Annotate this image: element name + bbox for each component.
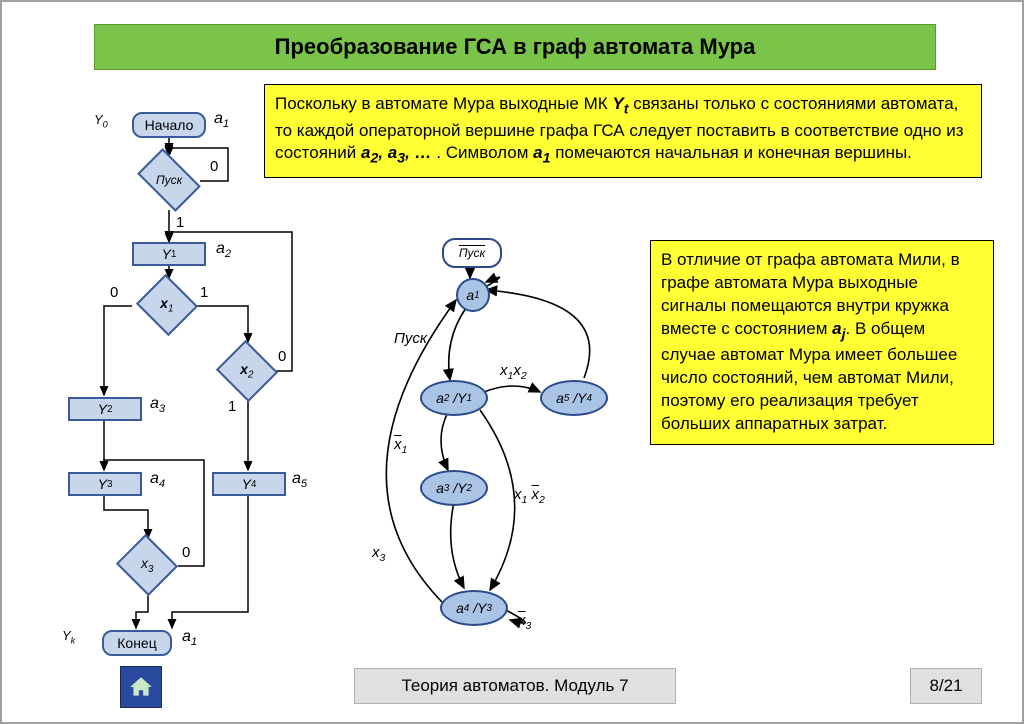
x2-0: 0 bbox=[278, 348, 286, 365]
process-y2: Y2 bbox=[68, 397, 142, 421]
node-a5: a5 /Y4 bbox=[540, 380, 608, 416]
a5-label: a5 bbox=[292, 470, 307, 490]
edge-label-x1bar: x1 bbox=[394, 436, 407, 456]
x2-1: 1 bbox=[228, 398, 236, 415]
node-pusk-bar: Пуск bbox=[442, 238, 502, 268]
note-right: В отличие от графа автомата Мили, в граф… bbox=[650, 240, 994, 445]
decision-x2: x2 bbox=[216, 340, 278, 402]
a1-label-top: a1 bbox=[214, 110, 229, 130]
decision-x3: x3 bbox=[116, 534, 178, 596]
note-top: Поскольку в автомате Мура выходные МК Yt… bbox=[264, 84, 982, 178]
page-title: Преобразование ГСА в граф автомата Мура bbox=[94, 24, 936, 70]
x3-0: 0 bbox=[182, 544, 190, 561]
footer-title: Теория автоматов. Модуль 7 bbox=[354, 668, 676, 704]
terminal-start: Начало bbox=[132, 112, 206, 138]
state-graph: Пуск a1 a2 /Y1 a5 /Y4 a3 /Y2 a4 /Y3 Пуск… bbox=[314, 230, 644, 660]
a1-label-bottom: a1 bbox=[182, 628, 197, 648]
yk-label: Yk bbox=[62, 628, 75, 646]
home-button[interactable] bbox=[120, 666, 162, 708]
process-y1: Y1 bbox=[132, 242, 206, 266]
edge-label-x3: x3 bbox=[372, 544, 385, 564]
x1-0: 0 bbox=[110, 284, 118, 301]
a3-label: a3 bbox=[150, 395, 165, 415]
node-a4: a4 /Y3 bbox=[440, 590, 508, 626]
edge-1: 1 bbox=[176, 214, 184, 231]
edge-label-x1x2bar: x1 x2 bbox=[514, 486, 545, 506]
process-y4: Y4 bbox=[212, 472, 286, 496]
node-a3: a3 /Y2 bbox=[420, 470, 488, 506]
process-y3: Y3 bbox=[68, 472, 142, 496]
decision-pusk: Пуск bbox=[137, 148, 201, 212]
edge-0: 0 bbox=[210, 158, 218, 175]
edge-label-x3bar: x3 bbox=[518, 612, 531, 632]
terminal-end: Конец bbox=[102, 630, 172, 656]
a2-label: a2 bbox=[216, 240, 231, 260]
node-a2: a2 /Y1 bbox=[420, 380, 488, 416]
decision-x1: x1 bbox=[136, 274, 198, 336]
page-number: 8/21 bbox=[910, 668, 982, 704]
flowchart: Y0 Начало a1 Пуск 0 1 Y1 a2 x1 0 1 x2 0 … bbox=[32, 92, 302, 652]
a4-label: a4 bbox=[150, 470, 165, 490]
node-a1: a1 bbox=[456, 278, 490, 312]
x1-1: 1 bbox=[200, 284, 208, 301]
edge-label-pusk: Пуск bbox=[394, 330, 427, 347]
y0-label: Y0 bbox=[94, 112, 108, 130]
edge-label-x1x2: x1x2 bbox=[500, 362, 527, 382]
